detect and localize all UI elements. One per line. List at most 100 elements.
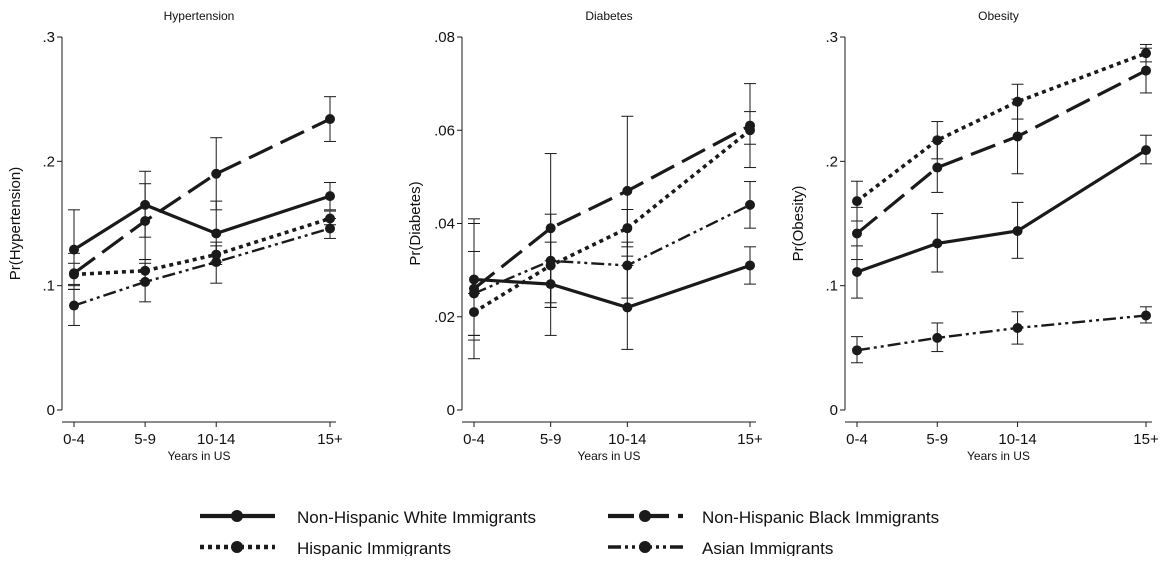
hypertension-y-axis-label: Pr(Hypertension): [7, 167, 24, 280]
hypertension-white-point: [69, 244, 79, 255]
diabetes-asian-line: [473, 203, 751, 295]
legend-label-black: Non-Hispanic Black Immigrants: [702, 508, 939, 527]
hypertension-hispanic-point: [69, 269, 79, 280]
obesity-asian-point: [932, 332, 943, 343]
obesity-asian-point: [1141, 310, 1151, 321]
obesity-asian-point: [1012, 322, 1023, 333]
hypertension-black-point: [211, 168, 222, 179]
hypertension-title: Hypertension: [164, 9, 235, 23]
hypertension-x-axis-label: Years in US: [168, 449, 231, 463]
hypertension-y-tick-label: .1: [42, 278, 55, 295]
diabetes-y-tick-label: .04: [434, 216, 455, 233]
diabetes-series-asian: [468, 181, 756, 360]
hypertension-asian-point: [325, 223, 335, 234]
obesity-y-tick-label: .2: [825, 153, 838, 170]
obesity-series-hispanic: [851, 43, 1152, 222]
diabetes-white-point: [745, 260, 755, 271]
obesity-series-white: [851, 134, 1152, 299]
diabetes-y-tick-label: .06: [434, 122, 455, 139]
diabetes-hispanic-line: [473, 128, 752, 314]
diabetes-black-point: [622, 185, 633, 196]
hypertension-black-line: [73, 117, 331, 275]
diabetes-x-tick-label: 0-4: [463, 431, 485, 448]
diabetes-series-black: [468, 83, 756, 336]
legend-marker-asian: [639, 541, 651, 553]
diabetes-asian-point: [545, 255, 556, 266]
hypertension-asian-line: [73, 227, 331, 307]
obesity-black-point: [852, 228, 862, 239]
legend-marker-black: [639, 510, 651, 522]
diabetes-y-tick-label: 0: [447, 402, 455, 419]
legend-label-white: Non-Hispanic White Immigrants: [297, 508, 536, 527]
hypertension-x-tick-label: 5-9: [134, 431, 156, 448]
obesity-white-line: [856, 148, 1147, 274]
obesity-black-point: [1141, 65, 1151, 76]
legend-marker-hispanic: [231, 541, 243, 553]
diabetes-asian-point: [745, 199, 755, 210]
obesity-hispanic-point: [1012, 96, 1023, 107]
obesity-white-point: [1141, 145, 1151, 156]
diabetes-y-tick-label: .02: [434, 309, 455, 326]
diabetes-asian-point: [622, 260, 633, 271]
legend-label-asian: Asian Immigrants: [702, 539, 833, 556]
obesity-x-axis-label: Years in US: [967, 449, 1030, 463]
hypertension-y-tick-label: .2: [42, 153, 55, 170]
obesity-series-black: [851, 47, 1152, 261]
obesity-title: Obesity: [978, 9, 1019, 23]
obesity-black-point: [1012, 131, 1023, 142]
obesity-hispanic-line: [855, 51, 1147, 203]
obesity-y-tick-label: .3: [825, 29, 838, 46]
diabetes-y-tick-label: .08: [434, 29, 455, 46]
panel-diabetes: Diabetes 0 .02 .04 .06 .08 Pr(Diabetes) 0-4 5-9 1…: [407, 9, 763, 463]
obesity-y-tick-label: 0: [830, 402, 838, 419]
diabetes-x-axis-label: Years in US: [578, 449, 641, 463]
obesity-x-tick-label: 5-9: [926, 431, 948, 448]
diabetes-title: Diabetes: [585, 9, 632, 23]
obesity-white-point: [852, 266, 862, 277]
obesity-white-point: [932, 238, 943, 249]
obesity-black-point: [932, 162, 943, 173]
diabetes-hispanic-point: [622, 223, 633, 234]
diabetes-x-tick-label: 10-14: [608, 431, 646, 448]
hypertension-y-tick-label: 0: [47, 402, 55, 419]
diabetes-hispanic-point: [745, 125, 755, 136]
diabetes-x-tick-label: 15+: [737, 431, 763, 448]
hypertension-series-asian: [68, 218, 336, 326]
legend-marker-white: [231, 510, 243, 522]
hypertension-series-black: [68, 96, 336, 290]
diabetes-black-line: [473, 124, 751, 291]
obesity-y-axis-label: Pr(Obesity): [790, 186, 807, 262]
diabetes-asian-point: [469, 288, 479, 299]
legend: Non-Hispanic White Immigrants Non-Hispan…: [200, 508, 939, 558]
diabetes-x-tick-label: 5-9: [540, 431, 562, 448]
hypertension-black-point: [140, 216, 151, 227]
obesity-hispanic-point: [852, 196, 862, 207]
obesity-x-tick-label: 10-14: [998, 431, 1036, 448]
obesity-hispanic-point: [932, 135, 943, 146]
panel-hypertension: Hypertension 0 .1 .2 .3 Pr(Hypertension) 0-4 5-…: [7, 9, 343, 463]
hypertension-asian-point: [211, 257, 222, 268]
hypertension-asian-point: [69, 300, 79, 311]
obesity-black-line: [855, 69, 1147, 235]
hypertension-x-tick-label: 15+: [317, 431, 343, 448]
obesity-y-tick-label: .1: [825, 278, 838, 295]
diabetes-series-white: [468, 218, 756, 350]
obesity-x-tick-label: 0-4: [846, 431, 868, 448]
obesity-x-tick-label: 15+: [1133, 431, 1159, 448]
diabetes-white-point: [622, 302, 633, 313]
hypertension-white-line: [73, 194, 331, 251]
hypertension-x-tick-label: 0-4: [63, 431, 85, 448]
hypertension-hispanic-line: [73, 216, 331, 277]
panel-obesity: Obesity 0 .1 .2 .3 Pr(Obesity) 0-4 5-9 10-14 15+ Y…: [790, 9, 1159, 463]
obesity-hispanic-point: [1141, 48, 1151, 59]
obesity-series-asian: [851, 306, 1152, 364]
obesity-asian-line: [856, 314, 1147, 352]
hypertension-white-point: [325, 191, 335, 202]
obesity-asian-point: [852, 345, 862, 356]
hypertension-y-tick-label: .3: [42, 29, 55, 46]
hypertension-asian-point: [140, 276, 151, 287]
hypertension-white-point: [211, 228, 222, 239]
legend-label-hispanic: Hispanic Immigrants: [297, 539, 451, 556]
